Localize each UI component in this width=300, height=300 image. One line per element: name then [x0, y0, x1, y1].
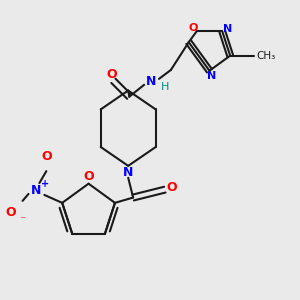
- Text: O: O: [167, 181, 177, 194]
- Text: N: N: [31, 184, 42, 197]
- Text: O: O: [189, 23, 198, 33]
- Text: O: O: [41, 150, 52, 163]
- Text: O: O: [5, 206, 16, 219]
- Text: H: H: [161, 82, 169, 92]
- Text: CH₃: CH₃: [256, 51, 275, 61]
- Text: N: N: [207, 71, 216, 81]
- Text: +: +: [41, 179, 50, 189]
- Text: N: N: [146, 75, 156, 88]
- Text: N: N: [123, 166, 134, 179]
- Text: N: N: [223, 24, 232, 34]
- Text: ⁻: ⁻: [20, 216, 26, 226]
- Text: O: O: [83, 170, 94, 183]
- Text: O: O: [106, 68, 117, 81]
